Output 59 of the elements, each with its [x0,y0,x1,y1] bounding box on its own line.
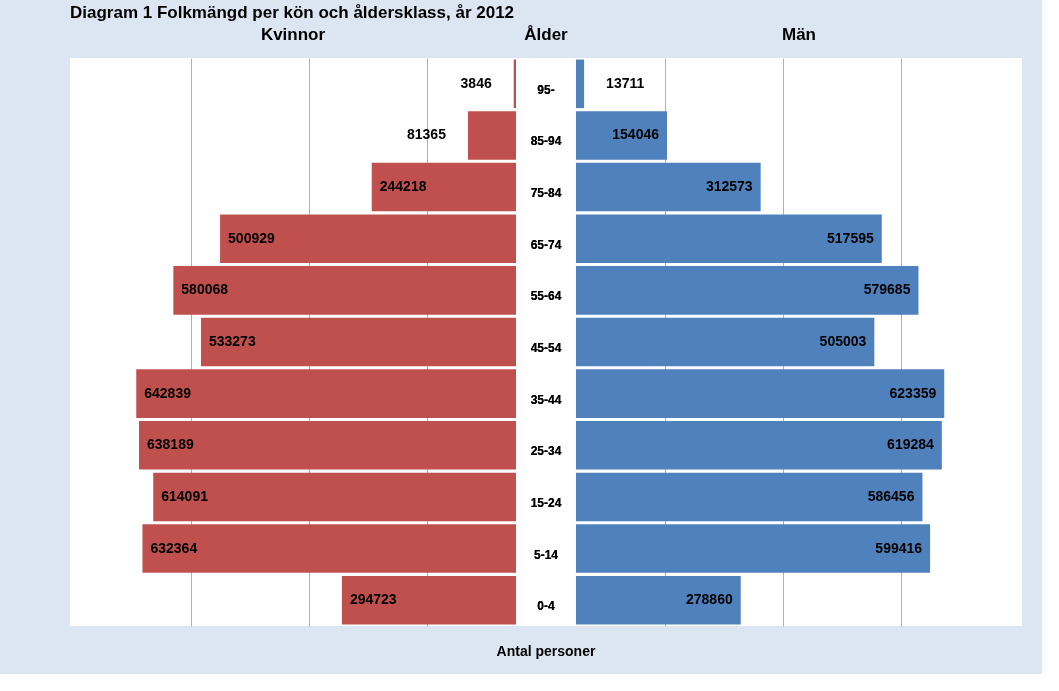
bar [139,421,516,470]
y-tick-label: 45-54 [530,341,562,355]
data-label: 500929 [228,229,276,246]
data-label: 623359 [889,384,937,401]
data-label: 3846 [460,74,492,91]
data-label: 632364 [150,539,198,556]
y-tick-label: 65-74 [530,237,562,252]
data-label: 517595 [827,229,874,246]
bar [576,214,882,263]
text: Män [782,25,816,44]
bar [467,111,516,160]
chart-title: Diagram 1 Folkmängd per kön och åldersklass, år 2012 [70,3,515,22]
data-label: 619284 [887,436,935,453]
bar [173,266,516,315]
bar [576,266,919,315]
y-tick-label: 85-94 [530,134,562,149]
data-label: 642839 [144,384,192,401]
bar [576,421,942,470]
y-tick-label: 0-4 [537,599,555,614]
bar [576,524,931,573]
bar [200,317,516,367]
data-label: 586456 [867,487,915,504]
y-tick-label: 95- [537,82,555,97]
data-label: 13711 [606,74,645,91]
y-tick-label: 55-64 [530,289,562,304]
data-label: 278860 [686,591,733,608]
data-label: 599416 [875,539,923,556]
bar [576,369,945,418]
bar [576,317,875,367]
data-label: 533273 [208,333,256,349]
bar [576,162,761,212]
bar [220,214,516,263]
data-label: 638189 [147,436,194,453]
bar [371,162,516,212]
bar [341,575,516,625]
y-tick-label: 5-14 [533,547,559,562]
y-tick-label: 35-44 [530,392,562,407]
bar [576,111,667,160]
data-label: 244218 [379,178,427,195]
bar [576,575,741,625]
bar [576,472,923,522]
data-label: 580068 [181,281,229,298]
y-axis-title: Ålder [524,25,569,44]
data-label: 81365 [407,126,447,143]
data-label: 154046 [612,126,660,143]
data-label: 505003 [819,333,867,349]
bar [576,59,585,109]
bar [136,369,516,418]
y-tick-label: 25-34 [530,444,562,459]
y-tick-label: 75-84 [530,186,562,201]
text: Kvinnor [260,25,326,44]
y-tick-label: 15-24 [530,495,562,510]
data-label: 294723 [349,591,397,608]
bar [142,524,516,573]
data-label: 312573 [705,178,753,195]
data-label: 614091 [161,487,209,504]
bar [153,472,516,522]
data-label: 579685 [863,281,911,298]
x-axis-title: Antal personer [496,643,596,659]
